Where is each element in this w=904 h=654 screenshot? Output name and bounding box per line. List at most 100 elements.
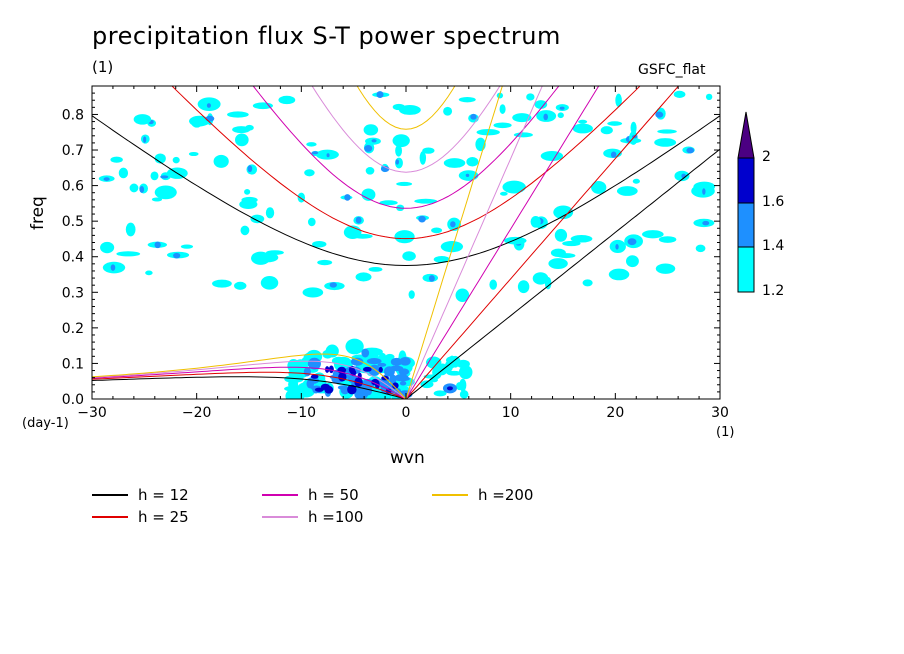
contour-patch (379, 200, 398, 206)
contour-patch (702, 220, 710, 226)
colorbar-segment (737, 157, 755, 204)
y-tick-label: 0.3 (62, 285, 84, 301)
contour-patch (376, 91, 384, 98)
contour-patch (311, 151, 319, 155)
legend-swatch (92, 516, 128, 518)
contour-patch (139, 186, 145, 193)
legend-label: h = 12 (138, 486, 189, 504)
contour-patch (418, 215, 426, 223)
legend-label: h = 25 (138, 508, 189, 526)
contour-patch (500, 191, 508, 196)
contour-patch (433, 255, 450, 263)
contour-patch (443, 106, 453, 116)
contour-patch (446, 370, 462, 376)
contour-patch (240, 225, 250, 236)
contour-patch (431, 227, 443, 234)
contour-patch (191, 117, 203, 128)
contour-patch (392, 103, 406, 111)
contour-patch (543, 113, 549, 121)
contour-patch (572, 123, 593, 134)
y-tick-label: 0.4 (62, 250, 84, 266)
y-tick-label: 0.8 (62, 107, 84, 123)
contour-patch (493, 122, 512, 129)
contour-patch (354, 377, 363, 388)
legend-entry: h =200 (432, 486, 533, 504)
contour-patch (245, 124, 254, 131)
contour-patch (312, 240, 327, 248)
contour-patch (450, 221, 456, 228)
contour-patch (234, 281, 247, 290)
contour-patch (578, 119, 588, 124)
x-axis-label: wvn (390, 448, 425, 468)
contour-patch (250, 214, 265, 224)
contour-patch (306, 142, 317, 147)
contour-patch (398, 368, 410, 376)
contour-patch (227, 111, 249, 118)
contour-patch (365, 166, 375, 175)
rossby-curve (92, 360, 407, 399)
contour-patch (582, 279, 593, 287)
contour-patch (556, 253, 576, 259)
dispersion-curves (92, 86, 720, 399)
contour-patch (213, 154, 229, 168)
contour-patch (118, 167, 129, 179)
contour-patch (325, 344, 339, 358)
colorbar-triangle (737, 111, 755, 159)
contour-patch (554, 228, 568, 242)
contour-patch (116, 251, 141, 257)
kelvin-curve (405, 86, 600, 399)
rossby-curve (92, 353, 407, 399)
contour-patch (205, 115, 215, 122)
legend-entry: h = 25 (92, 508, 189, 526)
colorbar-label: 1.4 (762, 238, 785, 254)
contour-patch (414, 198, 438, 204)
legend-swatch (92, 494, 128, 496)
contour-patch (317, 259, 333, 266)
contour-patch (110, 264, 116, 271)
contour-patch (526, 93, 535, 101)
contour-patch (616, 186, 638, 196)
legend-entry: h =100 (262, 508, 363, 526)
contour-patch (443, 158, 466, 168)
contour-patch (252, 102, 274, 110)
y-axis-label: freq (28, 196, 48, 230)
contour-patch (172, 156, 180, 164)
contour-patch (244, 189, 251, 195)
contour-patch (657, 129, 677, 134)
contour-patch (150, 171, 159, 181)
contour-patch (390, 357, 403, 367)
contour-patch (278, 95, 296, 105)
contour-patch (129, 183, 139, 193)
contour-patch (632, 178, 640, 184)
contour-patch (297, 192, 306, 203)
gravity-curve (311, 86, 501, 173)
contour-patch (338, 372, 347, 382)
legend-label: h =100 (308, 508, 364, 526)
contour-patch (392, 134, 410, 148)
contour-patch (362, 366, 372, 372)
chart-subtitle-right: GSFC_flat (638, 62, 706, 78)
contour-patch (355, 272, 372, 282)
contour-patch (180, 244, 194, 249)
rossby-curve (92, 366, 407, 399)
kelvin-curve (405, 86, 543, 399)
contour-patch (408, 290, 415, 299)
contour-patch (110, 156, 123, 163)
contour-patch (302, 287, 324, 298)
gravity-curve (92, 115, 720, 267)
contour-patch (540, 151, 564, 161)
legend-entry: h = 12 (92, 486, 189, 504)
contour-patch (608, 268, 630, 281)
contour-patch (517, 280, 530, 294)
contour-patch (419, 151, 427, 165)
contour-patch (499, 104, 506, 114)
contour-patch (361, 188, 376, 201)
contour-patch (394, 230, 415, 244)
contour-patch (234, 133, 249, 147)
contour-patch (615, 93, 622, 108)
x-tick-label: −30 (77, 405, 107, 421)
contour-patch (125, 222, 136, 237)
contour-patch (627, 238, 637, 246)
contour-patch (212, 279, 232, 288)
